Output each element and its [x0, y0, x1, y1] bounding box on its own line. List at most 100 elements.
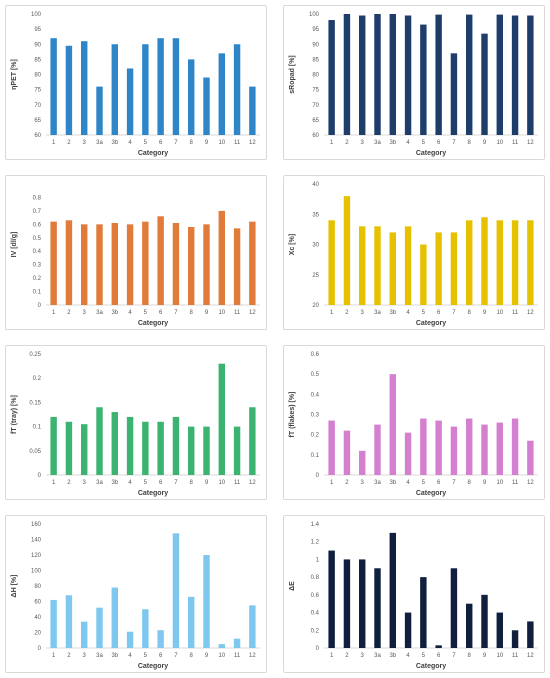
x-tick-label: 9 — [483, 310, 487, 316]
bar-7 — [450, 232, 458, 305]
x-tick-label: 3 — [83, 310, 87, 316]
bar-3b — [389, 14, 396, 135]
y-tick-label: 70 — [34, 103, 41, 109]
y-tick-label: 0.05 — [29, 449, 41, 455]
y-tick-label: 0.25 — [29, 352, 41, 358]
x-tick-label: 9 — [205, 480, 209, 486]
bar-2 — [343, 196, 351, 305]
y-axis-title: sRopad [%] — [289, 55, 296, 94]
x-tick-label: 5 — [144, 310, 148, 316]
x-tick-label: 8 — [468, 140, 472, 146]
bar-7 — [172, 416, 180, 475]
chart-panel-8: ΔE 0 0.2 0.4 0.6 0.8 1 1.2 1.4 1 2 3 3a 3b 4 5 6 7 8 9 10 11 1… — [283, 515, 545, 673]
y-axis-title: ηPET [%] — [11, 59, 18, 90]
x-tick-label: 9 — [483, 653, 487, 659]
chart-panel-7: ΔH [%] 0 20 40 60 80 100 120 140 160 1 2 3 3a 3b 4 5 6 7 8 9… — [5, 515, 267, 673]
x-tick-label: 3 — [361, 653, 365, 659]
x-tick-label: 2 — [67, 480, 71, 486]
y-tick-label: 0.8 — [311, 575, 320, 581]
x-tick-label: 8 — [190, 310, 194, 316]
bar-8 — [466, 14, 473, 136]
bar-2 — [65, 220, 73, 305]
x-tick-label: 1 — [330, 140, 334, 146]
x-tick-label: 7 — [174, 310, 178, 316]
bar-6 — [157, 630, 164, 648]
y-tick-label: 0.6 — [311, 352, 320, 358]
x-axis-title: Category — [138, 663, 168, 670]
bar-4 — [404, 612, 412, 648]
x-tick-label: 4 — [406, 653, 410, 659]
bar-9 — [203, 77, 210, 135]
x-tick-label: 7 — [174, 140, 178, 146]
x-tick-label: 9 — [205, 140, 209, 146]
x-axis-title: Category — [416, 490, 446, 497]
x-tick-label: 12 — [527, 310, 534, 316]
x-tick-label: 1 — [52, 310, 56, 316]
bar-9 — [203, 224, 210, 305]
bar-2 — [65, 595, 73, 648]
x-axis-title: Category — [138, 320, 168, 327]
chart-panel-5: fT (tray) [%] 0 0.05 0.1 0.15 0.2 0.25 1 2 3 3a 3b 4… — [5, 345, 267, 500]
x-tick-label: 2 — [345, 140, 349, 146]
bar-7 — [450, 426, 458, 475]
x-tick-label: 3a — [374, 653, 381, 659]
x-tick-label: 3 — [361, 480, 365, 486]
bar-10 — [218, 644, 225, 648]
bar-3 — [81, 224, 88, 305]
bar-4 — [126, 68, 134, 135]
bar-3a — [374, 568, 381, 648]
bar-7 — [172, 38, 180, 136]
y-tick-label: 40 — [34, 615, 41, 621]
bar-8 — [466, 220, 473, 305]
bar-5 — [142, 221, 149, 305]
y-tick-label: 30 — [312, 243, 319, 249]
y-axis-title: fT (tray) [%] — [11, 395, 18, 434]
bar-3a — [96, 607, 103, 648]
bar-3a — [374, 226, 381, 305]
bar-3a — [374, 14, 381, 135]
bar-3a — [96, 407, 103, 475]
y-tick-label: 70 — [312, 103, 319, 109]
x-tick-label: 8 — [190, 653, 194, 659]
x-tick-label: 3b — [111, 480, 118, 486]
x-tick-label: 4 — [128, 480, 132, 486]
bar-11 — [233, 228, 241, 305]
x-tick-label: 6 — [159, 653, 163, 659]
x-tick-label: 11 — [512, 310, 519, 316]
y-tick-label: 40 — [312, 182, 319, 188]
bar-11 — [511, 220, 519, 305]
x-tick-label: 9 — [483, 140, 487, 146]
y-tick-label: 80 — [312, 73, 319, 79]
bar-2 — [343, 559, 351, 648]
y-tick-label: 0.3 — [311, 413, 320, 419]
bar-1 — [50, 38, 57, 136]
y-axis-title: IV [dl/g] — [11, 232, 18, 258]
y-tick-label: 140 — [31, 538, 42, 544]
chart-panel-6: fT (flakes) [%] 0 0.1 0.2 0.3 0.4 0.5 0.6 1 2 3 3a 3… — [283, 345, 545, 500]
x-tick-label: 11 — [512, 480, 519, 486]
bar-10 — [218, 363, 225, 475]
x-tick-label: 12 — [527, 140, 534, 146]
bar-6 — [435, 232, 442, 305]
y-tick-label: 0.6 — [33, 222, 42, 228]
bar-8 — [188, 596, 195, 648]
chart-svg-3: IV [dl/g]00.10.20.30.40.50.60.70.81 2 3 3a 3… — [11, 195, 260, 327]
x-tick-label: 6 — [159, 310, 163, 316]
x-tick-label: 4 — [128, 140, 132, 146]
y-tick-label: 0.4 — [33, 249, 42, 255]
y-tick-label: 85 — [312, 57, 319, 63]
x-tick-label: 3b — [389, 310, 396, 316]
bar-3 — [81, 424, 88, 475]
y-tick-label: 0.7 — [33, 209, 42, 215]
y-tick-label: 95 — [34, 27, 41, 33]
x-tick-label: 3b — [111, 140, 118, 146]
y-tick-label: 0.1 — [311, 453, 320, 459]
x-tick-label: 3b — [111, 653, 118, 659]
bar-4 — [404, 15, 412, 136]
y-tick-label: 1.4 — [311, 522, 320, 528]
x-tick-label: 2 — [345, 480, 349, 486]
bar-3a — [374, 424, 381, 475]
bar-5 — [420, 24, 427, 135]
bar-7 — [172, 533, 180, 648]
